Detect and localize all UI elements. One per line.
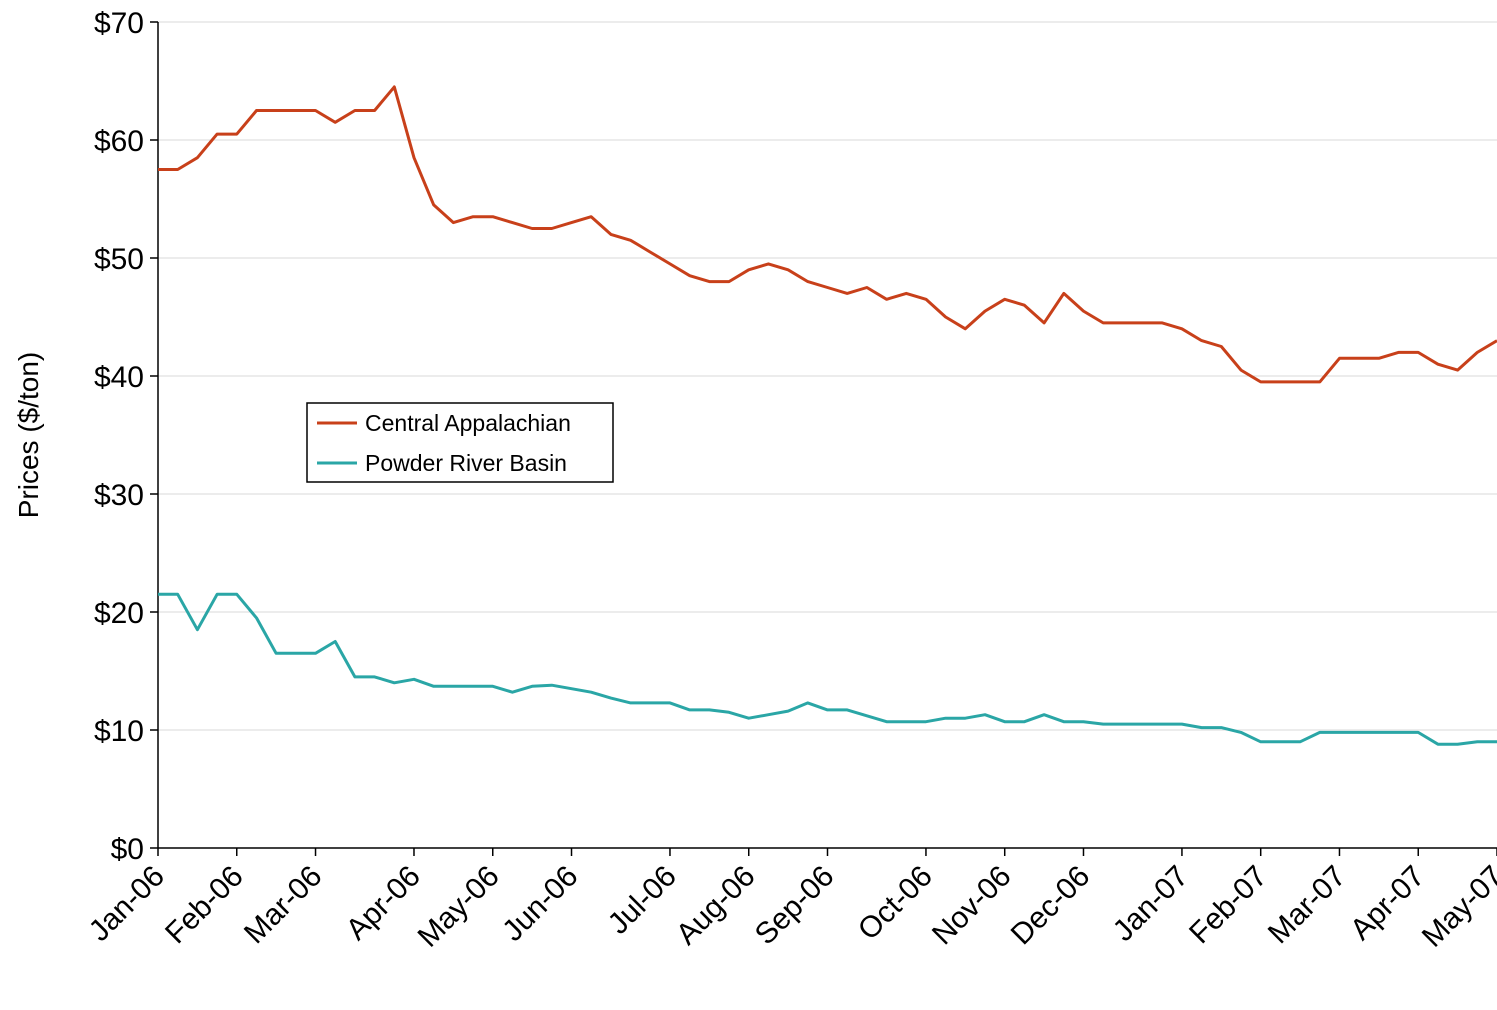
x-tick-label: Mar-07 [1262, 860, 1353, 951]
y-tick-label: $20 [94, 597, 144, 630]
legend-label: Powder River Basin [365, 450, 567, 476]
x-tick-label: Jan-07 [1107, 860, 1195, 948]
x-tick-label: Jan-06 [83, 860, 171, 948]
y-axis-label: Prices ($/ton) [13, 352, 44, 519]
y-tick-label: $70 [94, 7, 144, 40]
y-tick-label: $40 [94, 361, 144, 394]
x-tick-label: Mar-06 [238, 860, 329, 951]
x-tick-label: Feb-07 [1183, 860, 1274, 951]
y-tick-label: $60 [94, 125, 144, 158]
y-tick-label: $10 [94, 715, 144, 748]
y-tick-label: $50 [94, 243, 144, 276]
x-tick-label: Dec-06 [1005, 860, 1097, 952]
x-tick-label: Oct-06 [852, 860, 939, 947]
y-tick-label: $30 [94, 479, 144, 512]
series-line [158, 85, 1497, 384]
x-tick-label: Aug-06 [670, 860, 762, 952]
x-tick-label: Sep-06 [749, 860, 841, 952]
legend-box [306, 402, 614, 483]
y-tick-label: $0 [111, 833, 144, 866]
x-tick-label: May-07 [1416, 860, 1497, 954]
x-tick-label: Jun-06 [496, 860, 584, 948]
x-tick-label: Nov-06 [926, 860, 1018, 952]
x-tick-label: Feb-06 [159, 860, 250, 951]
legend-label: Central Appalachian [365, 410, 571, 436]
x-tick-label: May-06 [412, 860, 506, 954]
series-line [158, 592, 1497, 746]
